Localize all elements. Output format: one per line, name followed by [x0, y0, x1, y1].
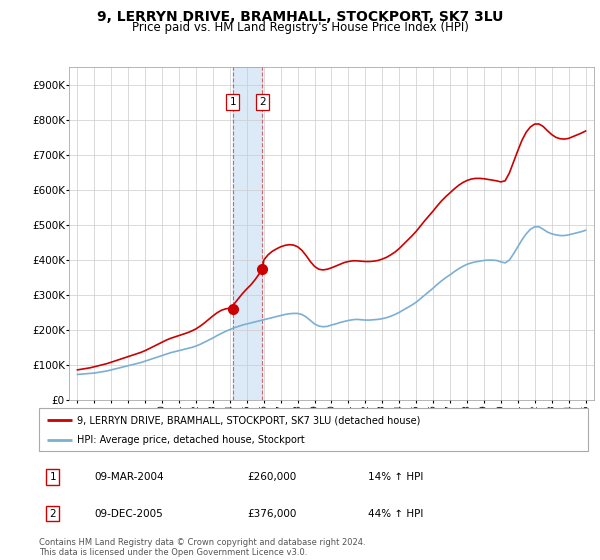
Bar	[233, 67, 262, 400]
Text: 2: 2	[259, 97, 266, 108]
Text: HPI: Average price, detached house, Stockport: HPI: Average price, detached house, Stoc…	[77, 435, 305, 445]
Text: Price paid vs. HM Land Registry's House Price Index (HPI): Price paid vs. HM Land Registry's House …	[131, 21, 469, 34]
Text: 44% ↑ HPI: 44% ↑ HPI	[368, 508, 424, 519]
Text: 1: 1	[230, 97, 236, 108]
Text: 9, LERRYN DRIVE, BRAMHALL, STOCKPORT, SK7 3LU (detached house): 9, LERRYN DRIVE, BRAMHALL, STOCKPORT, SK…	[77, 415, 421, 425]
Text: £260,000: £260,000	[248, 472, 297, 482]
FancyBboxPatch shape	[39, 408, 588, 451]
Text: £376,000: £376,000	[248, 508, 297, 519]
Text: 9, LERRYN DRIVE, BRAMHALL, STOCKPORT, SK7 3LU: 9, LERRYN DRIVE, BRAMHALL, STOCKPORT, SK…	[97, 10, 503, 24]
Text: 1: 1	[49, 472, 56, 482]
Text: 14% ↑ HPI: 14% ↑ HPI	[368, 472, 424, 482]
Text: 09-MAR-2004: 09-MAR-2004	[94, 472, 164, 482]
Text: 2: 2	[49, 508, 56, 519]
Text: Contains HM Land Registry data © Crown copyright and database right 2024.
This d: Contains HM Land Registry data © Crown c…	[39, 538, 365, 557]
Text: 09-DEC-2005: 09-DEC-2005	[94, 508, 163, 519]
